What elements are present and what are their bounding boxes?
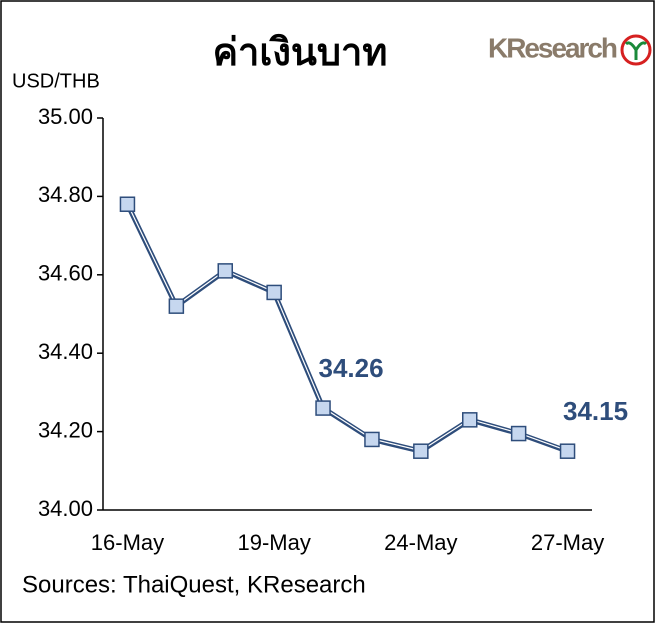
chart-title: ค่าเงินบาท: [213, 32, 388, 74]
y-tick-label: 34.40: [38, 339, 93, 364]
marker: [364, 431, 380, 448]
y-tick-label: 34.60: [38, 261, 93, 286]
y-tick-label: 34.00: [38, 496, 93, 521]
marker: [168, 298, 185, 314]
marker: [119, 196, 136, 212]
x-tick-label: 27-May: [531, 530, 604, 555]
y-tick-label: 34.80: [38, 182, 93, 207]
x-tick-label: 19-May: [237, 530, 310, 555]
series-line-highlight: [126, 203, 568, 452]
marker: [462, 412, 478, 428]
marker: [315, 400, 331, 416]
marker: [510, 425, 527, 442]
y-axis-label: USD/THB: [12, 70, 100, 92]
marker: [413, 443, 429, 459]
source: Sources: ThaiQuest, KResearch: [22, 571, 366, 598]
marker: [217, 263, 233, 279]
logo: KResearch: [488, 32, 618, 63]
marker: [266, 284, 282, 301]
data-label: 34.15: [563, 396, 628, 426]
y-tick-label: 35.00: [38, 104, 93, 129]
y-tick-label: 34.20: [38, 417, 93, 442]
logo-leaf: [624, 41, 648, 60]
x-tick-label: 16-May: [91, 530, 164, 555]
x-tick-label: 24-May: [384, 530, 457, 555]
data-label: 34.26: [319, 353, 384, 383]
marker: [559, 443, 576, 459]
